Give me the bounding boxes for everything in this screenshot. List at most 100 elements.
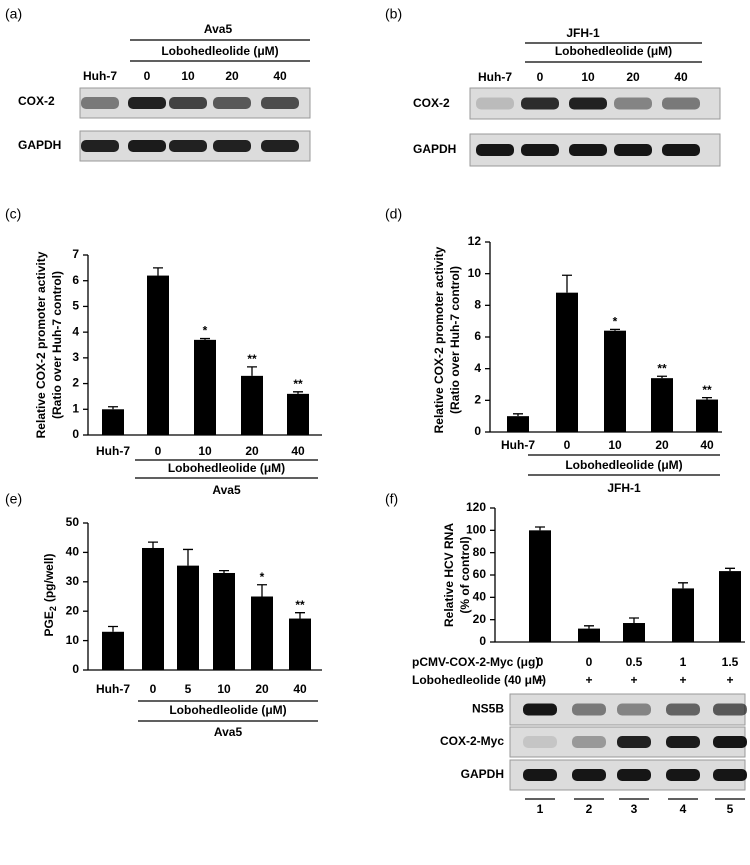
y-label-part: (pg/well) [42,553,56,602]
band [666,769,700,781]
significance-label: * [613,315,618,329]
band [261,97,299,109]
panel-label: (a) [5,6,22,22]
y-label-sub: 2 [48,606,58,611]
bar [147,275,169,435]
band [476,97,514,110]
x-tick-label: 40 [291,444,305,458]
lane-number: 4 [680,802,687,816]
blot-title: JFH-1 [566,26,600,40]
band [213,97,251,109]
panel-label: (e) [5,491,22,507]
band [713,769,747,781]
y-tick-label: 4 [72,324,79,338]
error-bar [678,582,688,589]
row-value: − [536,673,543,687]
x-tick-label: Huh-7 [96,444,130,458]
blot-row-label: GAPDH [461,767,504,781]
blot-subtitle: Lobohedleolide (μM) [161,44,278,58]
error-bar [513,413,523,417]
y-tick-label: 7 [72,247,79,261]
blot-row-label: NS5B [472,702,504,716]
y-tick-label: 120 [466,500,486,514]
band [614,97,652,110]
x-tick-label: 20 [255,682,269,696]
y-tick-label: 10 [66,633,80,647]
blot-title: Ava5 [204,22,233,36]
y-tick-label: 2 [72,376,79,390]
x-tick-label: Huh-7 [501,438,535,452]
band [81,140,119,152]
band [128,97,166,109]
y-tick-label: 40 [473,590,487,604]
error-bar [108,625,118,632]
blot-row-label: GAPDH [18,138,61,152]
y-axis-label: Relative HCV RNA [442,523,456,627]
band [169,97,207,109]
bar [623,623,645,642]
band [662,144,700,156]
bar [604,330,626,432]
error-bar [725,567,735,572]
error-bar [183,548,193,566]
bar [287,393,309,435]
panel-label: (f) [385,491,398,507]
band [572,703,606,716]
error-bar [200,337,210,340]
y-axis-label: Relative COX-2 promoter activity [432,246,446,433]
y-axis-label: Relative COX-2 promoter activity [34,251,48,438]
bar [213,572,235,670]
x-tick-label: 40 [700,438,714,452]
bar [556,292,578,432]
row-value: 1 [680,655,687,669]
band [569,97,607,110]
x-tick-label: 10 [217,682,231,696]
band [572,769,606,781]
band [666,703,700,716]
y-tick-label: 12 [468,234,482,248]
band [614,144,652,156]
bar [578,628,600,642]
band [128,140,166,152]
lane-label: 40 [273,69,287,83]
y-tick-label: 100 [466,523,486,537]
bar [102,631,124,670]
band [476,144,514,156]
y-axis-label: (Ratio over Huh-7 control) [50,271,64,419]
x-tick-label: 40 [293,682,307,696]
band [569,144,607,156]
y-tick-label: 40 [66,545,80,559]
band [169,140,207,152]
blot-subtitle: Lobohedleolide (μM) [555,44,672,58]
band [523,703,557,716]
row-value: + [630,673,637,687]
x-tick-label: 0 [155,444,162,458]
y-tick-label: 20 [66,603,80,617]
row-value: + [679,673,686,687]
band [713,703,747,716]
row-value: + [585,673,592,687]
x-tick-label: 0 [564,438,571,452]
panel-label: (b) [385,6,402,22]
band [617,769,651,781]
y-tick-label: 3 [72,350,79,364]
bar [672,588,694,642]
panel-label: (d) [385,206,402,222]
error-bar [610,328,620,331]
lane-label: 10 [581,70,595,84]
lane-label: 0 [537,70,544,84]
band [213,140,251,152]
y-tick-label: 0 [474,424,481,438]
y-tick-label: 20 [473,612,487,626]
error-bar [247,366,257,376]
band [572,736,606,748]
significance-label: * [260,570,265,584]
error-bar [535,526,545,531]
lane-label: 0 [144,69,151,83]
y-tick-label: 60 [473,567,487,581]
significance-label: * [203,324,208,338]
blot-row-label: COX-2-Myc [440,734,504,748]
row-value: 0 [537,655,544,669]
significance-label: ** [247,352,257,366]
